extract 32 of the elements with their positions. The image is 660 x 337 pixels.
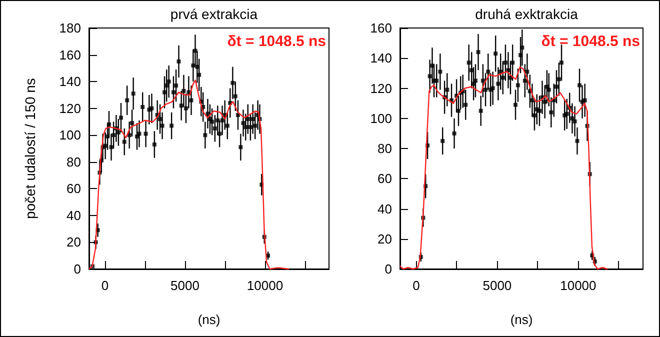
chart-title: druhá exktrakcia [475, 6, 578, 22]
y-tick-label: 20 [378, 231, 392, 246]
x-tick-label: 0 [101, 278, 109, 293]
y-tick-label: 0 [384, 262, 392, 276]
x-tick-label: 0 [412, 278, 420, 293]
x-tick-label: 10000 [560, 278, 596, 293]
chart-title: prvá extrakcia [170, 6, 258, 22]
y-tick-label: 100 [59, 128, 81, 143]
y-tick-label: 140 [59, 74, 81, 90]
x-tick-label: 5000 [482, 278, 512, 293]
x-tick-label: 5000 [170, 278, 200, 293]
y-tick-label: 40 [378, 201, 392, 216]
x-axis-title: (ns) [510, 312, 533, 327]
x-axis-title: (ns) [198, 312, 220, 327]
y-tick-label: 80 [66, 154, 81, 170]
y-tick-label: 20 [66, 234, 81, 250]
y-tick-label: 120 [370, 80, 392, 96]
y-tick-label: 120 [59, 100, 81, 116]
y-tick-label: 60 [66, 181, 81, 196]
y-tick-label: 160 [370, 20, 392, 36]
y-tick-label: 160 [59, 47, 81, 62]
y-tick-label: 40 [66, 208, 81, 223]
annotation: δt = 1048.5 ns [541, 33, 640, 50]
y-tick-label: 140 [370, 50, 392, 66]
y-axis-title: počet udalostí / 150 ns [22, 78, 38, 219]
y-tick-label: 0 [74, 262, 81, 276]
x-tick-label: 10000 [246, 278, 284, 293]
y-tick-label: 60 [378, 171, 392, 186]
annotation: δt = 1048.5 ns [227, 33, 326, 50]
y-tick-label: 100 [370, 110, 392, 126]
y-tick-label: 180 [59, 20, 81, 36]
y-tick-label: 80 [378, 141, 392, 156]
